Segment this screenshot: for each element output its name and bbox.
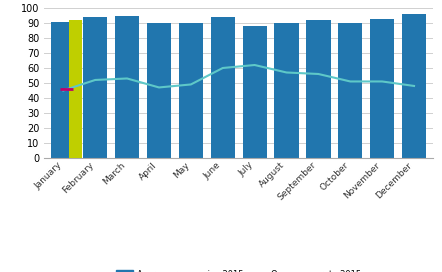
Bar xyxy=(402,14,426,158)
Bar xyxy=(243,26,267,158)
Bar xyxy=(179,23,203,158)
Bar xyxy=(211,17,235,158)
Bar xyxy=(83,17,107,158)
Bar xyxy=(115,16,139,158)
Bar xyxy=(51,22,76,158)
Bar xyxy=(69,20,81,158)
Bar xyxy=(306,20,331,158)
Bar xyxy=(274,23,299,158)
Bar xyxy=(370,19,394,158)
Legend: Average room price 2015, Average room price 2016, Occupancy rate 2015, Occupancy: Average room price 2015, Average room pr… xyxy=(116,270,361,272)
Bar xyxy=(147,23,171,158)
Bar xyxy=(338,23,362,158)
